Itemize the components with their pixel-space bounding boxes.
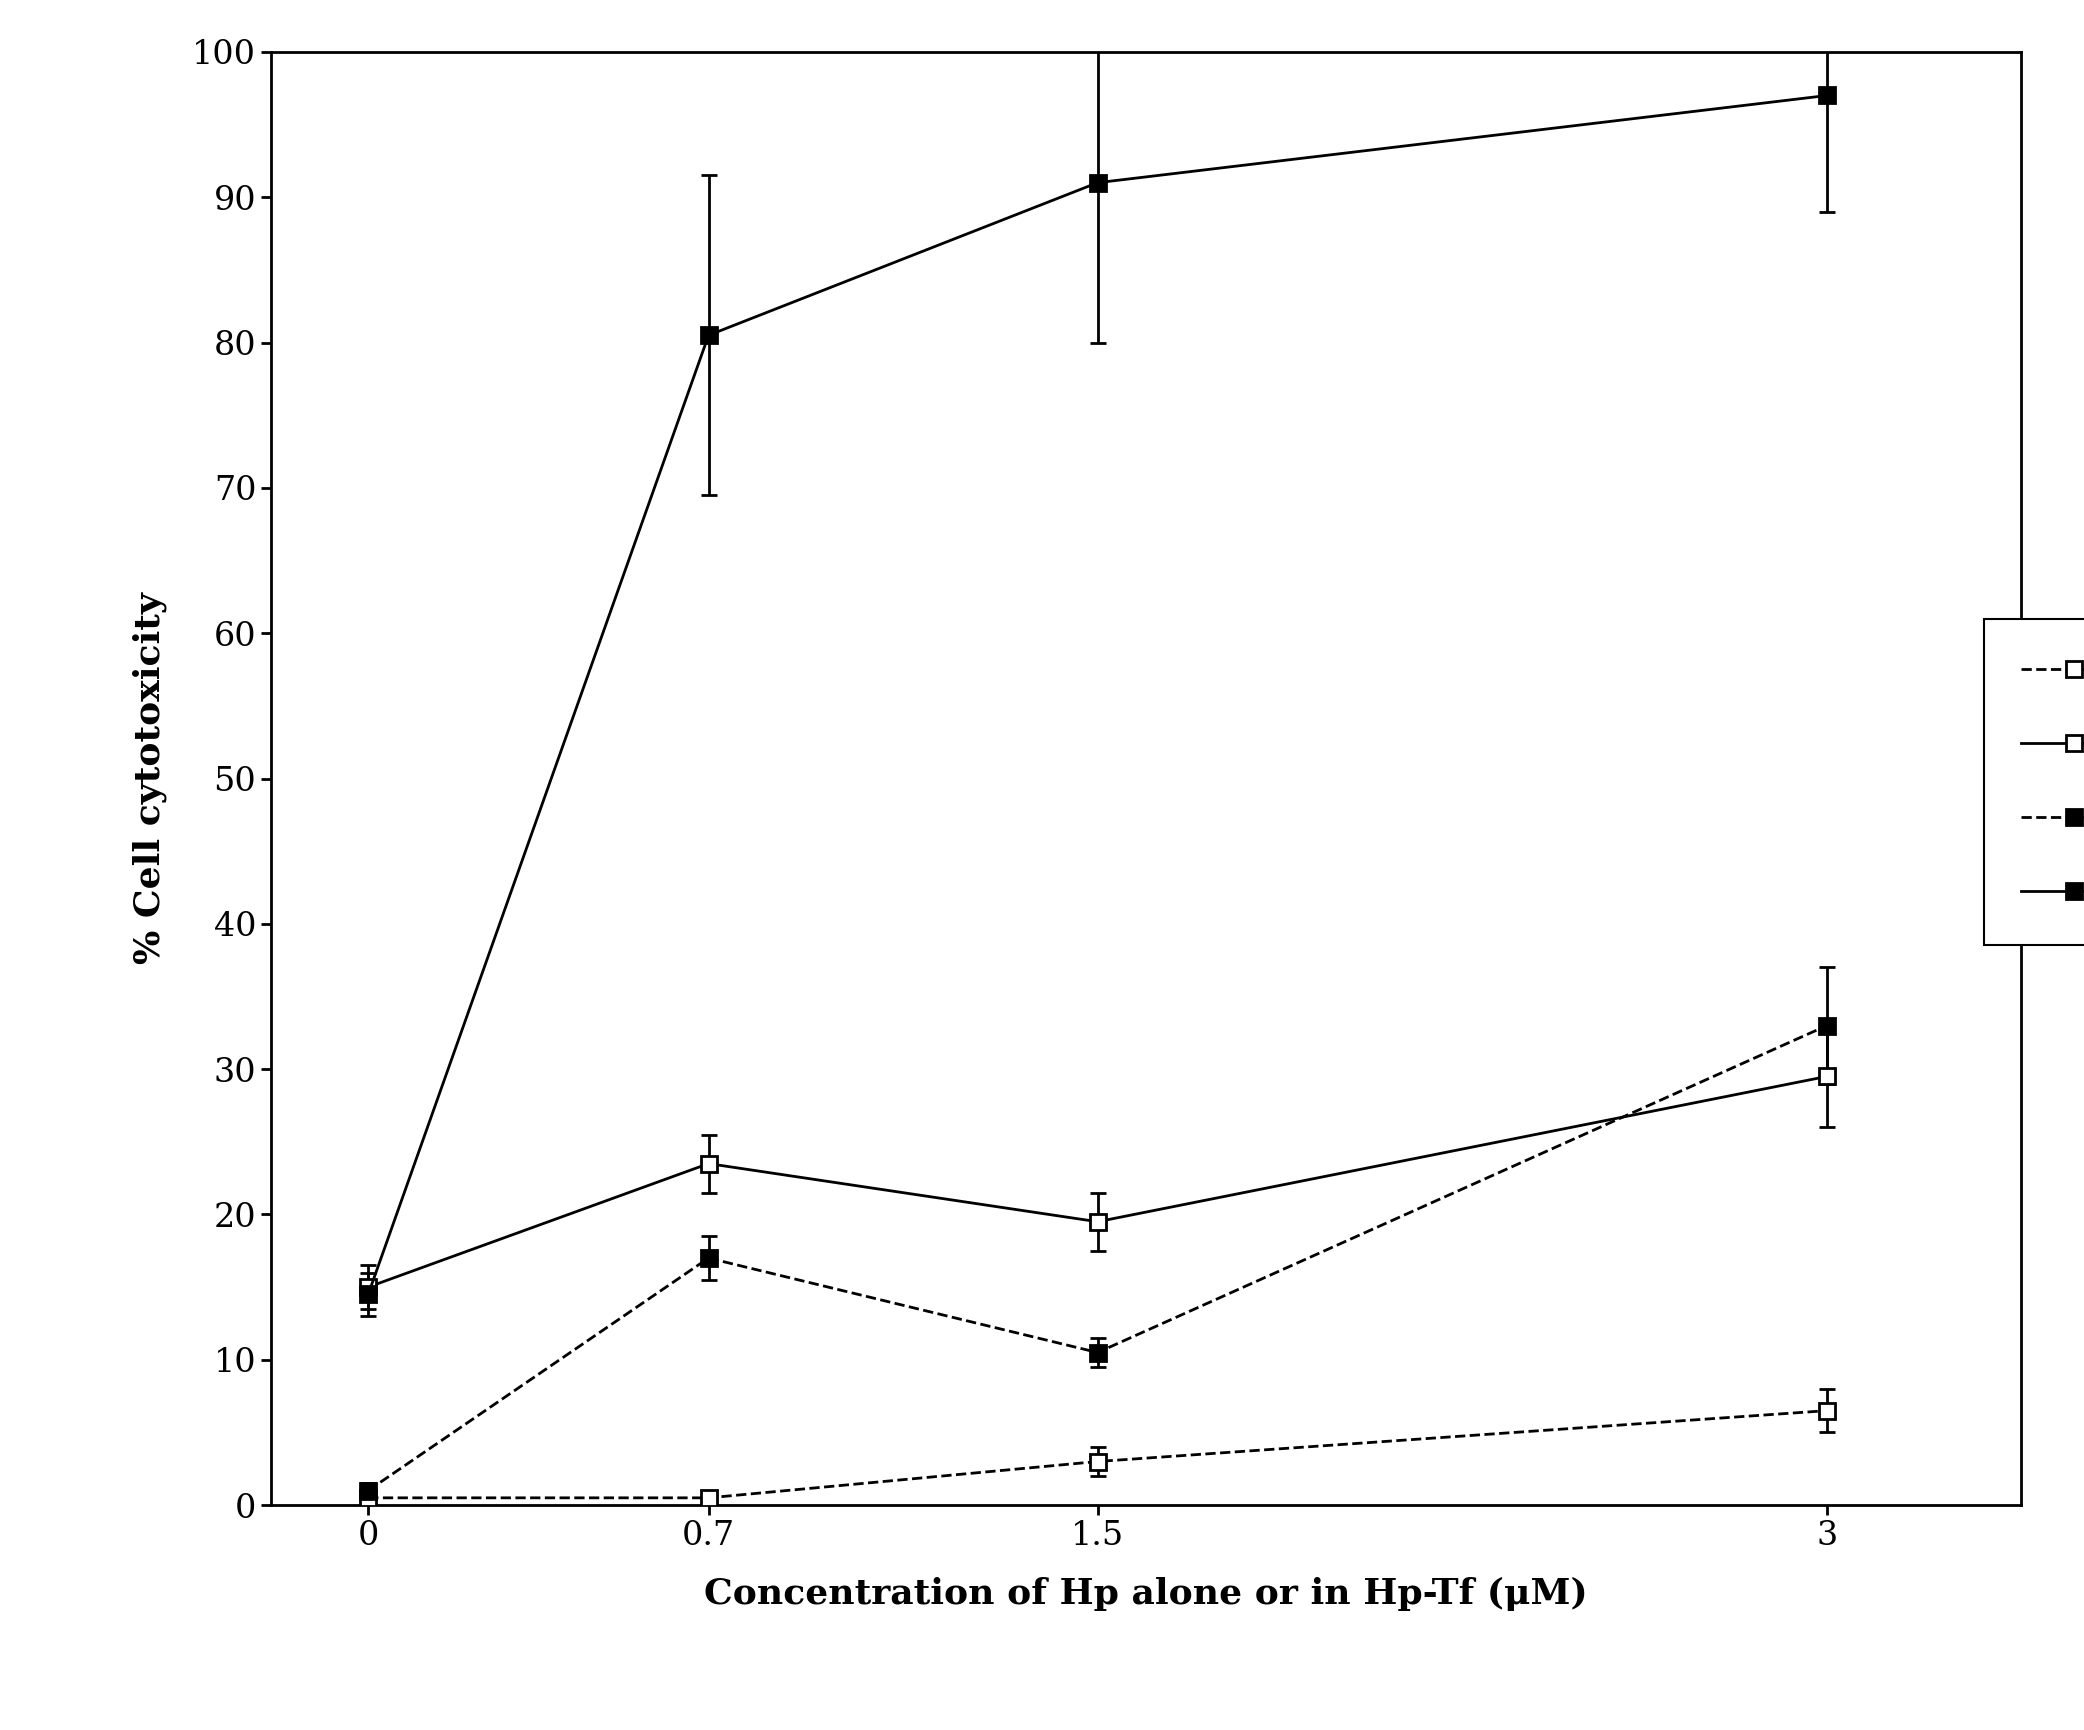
X-axis label: Concentration of Hp alone or in Hp-Tf (μM): Concentration of Hp alone or in Hp-Tf (μ… bbox=[704, 1576, 1588, 1611]
Y-axis label: % Cell cytotoxicity: % Cell cytotoxicity bbox=[133, 593, 167, 964]
Legend: Hp alone, Hp + luminol, Tf-Hp alone, Tf-Hp + luminol: Hp alone, Hp + luminol, Tf-Hp alone, Tf-… bbox=[1984, 619, 2084, 945]
